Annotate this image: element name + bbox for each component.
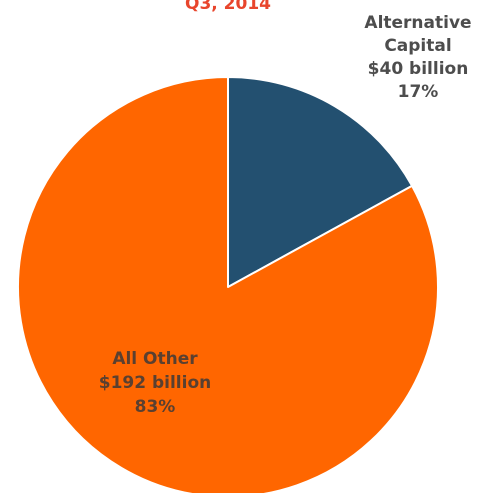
pie-labels: Alternative Capital $40 billion 17% All Othe… [99, 13, 472, 417]
pie-slices [17, 76, 439, 497]
slice-label-line: $40 billion [368, 59, 469, 79]
slice-label-line: Alternative [364, 13, 471, 33]
slice-label-line: $192 billion [99, 373, 212, 393]
chart-title: Q3, 2014 [185, 0, 271, 14]
pie-slice-alternative-capital [227, 76, 414, 288]
slice-label-alternative-capital: Alternative Capital $40 billion 17% [364, 13, 471, 102]
slice-label-line: All Other [112, 349, 198, 369]
pie-slice-all-other [17, 76, 439, 497]
slice-label-all-other: All Other $192 billion 83% [99, 349, 212, 417]
slice-label-line: 83% [135, 397, 176, 417]
slice-label-line: Capital [384, 36, 451, 56]
slice-label-line: 17% [398, 82, 439, 102]
